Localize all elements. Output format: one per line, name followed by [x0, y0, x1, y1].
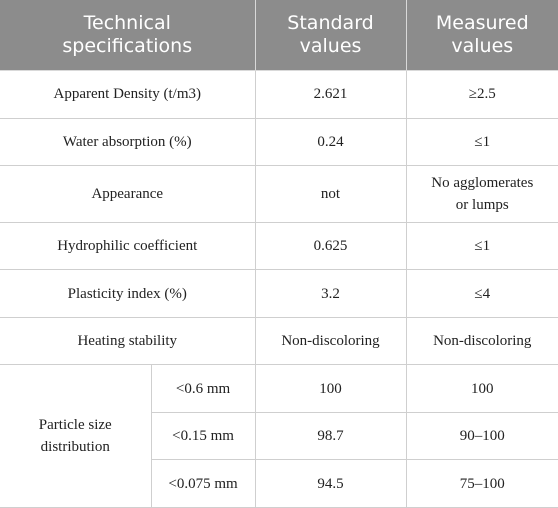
measured-value-cell: ≤1: [405, 117, 558, 167]
header-standard-values: Standard values: [255, 0, 407, 71]
spec-name-cell: Apparent Density (t/m3): [0, 70, 256, 119]
table-row: Plasticity index (%) 3.2 ≤4: [0, 269, 558, 318]
table-row: Particle size distribution <0.6 mm 100 1…: [0, 364, 558, 508]
standard-value-cell: 2.621: [254, 70, 407, 119]
measured-value-cell: No agglomerates or lumps: [405, 165, 558, 223]
standard-value-cell: 3.2: [254, 269, 407, 318]
measured-value-cell: 75–100: [405, 459, 558, 508]
particle-size-label-cell: Particle size distribution: [0, 364, 152, 508]
spec-name-cell: Plasticity index (%): [0, 269, 256, 318]
table-row: Hydrophilic coefficient 0.625 ≤1: [0, 221, 558, 271]
particle-size-cell: <0.15 mm: [151, 411, 256, 461]
standard-value-cell: 0.625: [254, 221, 407, 271]
spec-name-cell: Heating stability: [0, 316, 256, 366]
measured-value-cell: 90–100: [405, 411, 558, 461]
measured-value-cell: Non-discoloring: [405, 316, 558, 366]
spec-name-cell: Water absorption (%): [0, 117, 256, 167]
table-row: <0.075 mm 94.5 75–100: [0, 459, 558, 508]
standard-value-cell: 94.5: [254, 459, 407, 508]
measured-value-cell: 100: [405, 364, 558, 413]
table-row: Apparent Density (t/m3) 2.621 ≥2.5: [0, 70, 558, 119]
spec-name-cell: Appearance: [0, 165, 256, 223]
standard-value-cell: 98.7: [254, 411, 407, 461]
standard-value-cell: 100: [254, 364, 407, 413]
table-row: Appearance not No agglomerates or lumps: [0, 165, 558, 223]
table-row: <0.15 mm 98.7 90–100: [0, 411, 558, 461]
standard-value-cell: Non-discoloring: [254, 316, 407, 366]
header-measured-values: Measured values: [406, 0, 558, 71]
spec-name-cell: Hydrophilic coefficient: [0, 221, 256, 271]
table-row: Heating stability Non-discoloring Non-di…: [0, 316, 558, 366]
measured-value-cell: ≥2.5: [405, 70, 558, 119]
particle-size-cell: <0.6 mm: [150, 364, 256, 413]
header-technical-specifications: Technical specifications: [0, 0, 256, 71]
measured-value-cell: ≤1: [405, 221, 558, 271]
measured-value-cell: ≤4: [405, 269, 558, 318]
standard-value-cell: 0.24: [254, 117, 407, 167]
particle-size-cell: <0.075 mm: [151, 459, 256, 508]
table-row: Water absorption (%) 0.24 ≤1: [0, 117, 558, 167]
header-row: Technical specifications Standard values…: [0, 0, 558, 71]
standard-value-cell: not: [254, 165, 407, 223]
